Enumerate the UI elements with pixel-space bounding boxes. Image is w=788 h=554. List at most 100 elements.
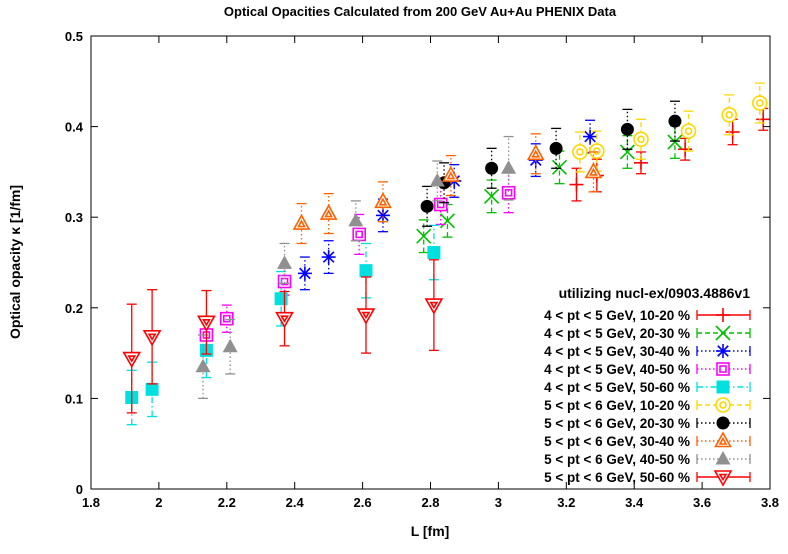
- x-axis-label: L [fm]: [411, 523, 450, 539]
- data-point: [589, 143, 605, 159]
- data-point: [277, 255, 293, 269]
- data-point-inner: [429, 301, 439, 310]
- data-point-inner: [725, 111, 734, 119]
- data-point-inner: [637, 135, 645, 144]
- legend-entry-6: 5 < pt < 6 GeV, 10-20 %: [544, 397, 751, 413]
- legend-entry-10: 5 < pt < 6 GeV, 50-60 %: [544, 470, 751, 487]
- data-point-inner: [223, 314, 231, 323]
- x-tick-label: 2.8: [421, 495, 439, 510]
- data-point-d2: [667, 134, 683, 150]
- legend-entry-7: 5 < pt < 6 GeV, 20-30 %: [544, 416, 751, 431]
- x-tick-label: 3: [495, 495, 502, 510]
- data-point-ring: [752, 95, 768, 111]
- x-tick-label: 3.6: [693, 495, 711, 510]
- data-point: [420, 199, 434, 213]
- data-point-inner: [589, 167, 598, 176]
- data-point-ring: [633, 131, 649, 148]
- legend-marker-d2: [715, 325, 731, 341]
- legend-marker-d2: [717, 345, 729, 357]
- y-tick-label: 0.3: [65, 210, 83, 225]
- data-point: [348, 212, 364, 227]
- data-point-inner: [147, 333, 157, 341]
- data-point-dot: [420, 199, 434, 213]
- x-tick-label: 3.4: [625, 495, 644, 510]
- x-tick-label: 2: [155, 495, 162, 510]
- data-point-box: [277, 274, 292, 289]
- data-point: [549, 141, 563, 155]
- legend-label: 5 < pt < 6 GeV, 20-30 %: [544, 416, 690, 431]
- data-point: [274, 292, 288, 306]
- legend-title: utilizing nucl-ex/0903.4886v1: [559, 285, 751, 301]
- data-point: [484, 188, 500, 204]
- data-point-d2: [416, 228, 432, 244]
- legend-marker-dot: [716, 416, 730, 430]
- legend-entry-8: 5 < pt < 6 GeV, 30-40 %: [544, 431, 751, 449]
- data-point-ring: [589, 143, 605, 159]
- legend-label: 5 < pt < 6 GeV, 40-50 %: [544, 452, 690, 467]
- legend-marker-tri: [715, 451, 731, 465]
- data-point-dot: [668, 114, 682, 128]
- data-point: [619, 144, 635, 160]
- data-point: [668, 114, 682, 128]
- data-point-inner: [297, 219, 306, 228]
- x-tick-label: 2.2: [218, 495, 236, 510]
- x-tick-label: 3.8: [761, 495, 779, 510]
- data-point-dot: [620, 122, 634, 136]
- data-point-inner: [127, 355, 137, 363]
- data-point: [142, 329, 162, 347]
- data-point: [667, 134, 683, 150]
- series-9: [195, 135, 517, 400]
- data-point-dot: [485, 161, 499, 175]
- legend-marker-box: [716, 362, 730, 376]
- legend-marker: [716, 308, 730, 322]
- data-point: [275, 311, 294, 329]
- legend-entry-9: 5 < pt < 6 GeV, 40-50 %: [544, 451, 751, 467]
- data-point-tri: [348, 212, 364, 227]
- data-point-box: [501, 185, 516, 200]
- data-point: [583, 129, 598, 144]
- data-point: [297, 266, 312, 281]
- data-point: [680, 123, 697, 139]
- legend-marker: [715, 451, 731, 465]
- data-point-d2: [299, 267, 311, 280]
- data-point: [220, 311, 234, 326]
- legend-label: 5 < pt < 6 GeV, 10-20 %: [544, 398, 690, 413]
- data-point: [375, 208, 390, 223]
- data-point: [292, 213, 311, 230]
- series-6: [572, 82, 768, 173]
- x-tick-label: 2.6: [354, 495, 372, 510]
- data-point: [752, 95, 768, 111]
- data-point: [321, 250, 336, 265]
- legend-marker-inner: [719, 365, 727, 373]
- data-point: [551, 159, 568, 175]
- data-point: [678, 142, 693, 157]
- data-point-inner: [756, 99, 764, 107]
- x-tick-label: 3.2: [557, 495, 575, 510]
- legend-marker: [716, 416, 730, 430]
- data-point-box: [274, 292, 288, 306]
- data-point-d2: [377, 209, 389, 222]
- data-point: [374, 192, 392, 209]
- data-point: [222, 338, 238, 353]
- data-point-box: [427, 246, 441, 260]
- data-point: [429, 172, 445, 187]
- data-point: [721, 107, 738, 123]
- legend-entry-4: 4 < pt < 5 GeV, 40-50 %: [544, 362, 751, 377]
- legend-marker: [716, 362, 730, 376]
- data-point-box: [220, 311, 234, 326]
- data-point-inner: [280, 315, 289, 323]
- data-point-inner: [593, 147, 601, 155]
- legend-entry-3: 4 < pt < 5 GeV, 30-40 %: [544, 344, 751, 359]
- data-point: [442, 165, 460, 182]
- data-point-inner: [531, 149, 541, 158]
- legend-entry-2: 4 < pt < 5 GeV, 20-30 %: [544, 325, 751, 341]
- y-tick-label: 0.1: [65, 391, 83, 406]
- legend-marker-inner: [718, 436, 728, 445]
- data-point: [197, 315, 216, 332]
- data-point-d2: [439, 213, 456, 229]
- data-point: [356, 308, 376, 325]
- data-point: [620, 122, 634, 136]
